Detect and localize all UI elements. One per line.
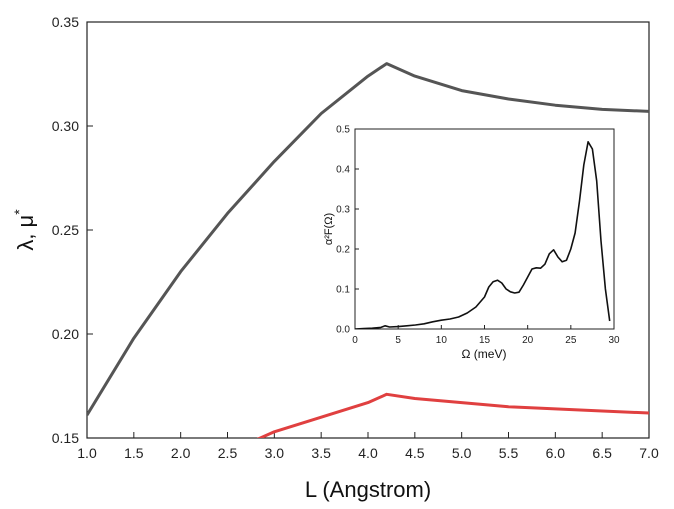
main-series-line-0 bbox=[87, 62, 649, 416]
main-x-axis-label: L (Angstrom) bbox=[305, 477, 431, 502]
main-series bbox=[87, 62, 649, 438]
main-x-tick-label: 5.0 bbox=[452, 445, 472, 461]
main-x-tick-label: 6.0 bbox=[546, 445, 566, 461]
main-y-axis-label-text: λ, μ bbox=[13, 215, 38, 251]
inset-y-tick-label: 0.5 bbox=[336, 125, 350, 136]
inset-series bbox=[355, 141, 611, 329]
inset-x-tick-label: 25 bbox=[565, 335, 577, 346]
main-y-ticks: 0.15 0.20 0.25 0.30 0.35 bbox=[52, 14, 93, 446]
main-x-tick-label: 4.5 bbox=[405, 445, 425, 461]
main-y-tick-label: 0.30 bbox=[52, 118, 79, 134]
main-x-tick-label: 2.0 bbox=[171, 445, 191, 461]
inset-plot: 0 5 10 15 20 25 30 0.00.10.20.30.40.5 Ω (meV) … bbox=[323, 125, 620, 362]
main-y-tick-label: 0.20 bbox=[52, 326, 79, 342]
main-x-tick-label: 1.5 bbox=[124, 445, 144, 461]
main-y-tick-label: 0.25 bbox=[52, 222, 79, 238]
main-x-tick-label: 6.5 bbox=[592, 445, 612, 461]
main-x-tick-label: 4.0 bbox=[358, 445, 378, 461]
inset-x-tick-label: 20 bbox=[522, 335, 534, 346]
main-x-tick-label: 5.5 bbox=[499, 445, 519, 461]
inset-y-tick-label: 0.2 bbox=[336, 245, 350, 256]
inset-y-tick-label: 0.3 bbox=[336, 205, 350, 216]
main-x-ticks: 1.0 1.5 2.0 2.5 3.0 3.5 4.0 4.5 5.0 5.5 6.0 6.5 7.0 bbox=[77, 432, 659, 461]
main-y-axis-label: λ, μ* bbox=[11, 209, 38, 251]
inset-series-line-0 bbox=[355, 141, 611, 329]
inset-y-ticks: 0.0 0.1 0.2 0.3 0.4 0.5 bbox=[336, 125, 359, 336]
inset-x-tick-label: 5 bbox=[395, 335, 401, 346]
inset-x-tick-label: 0 bbox=[352, 335, 358, 346]
inset-x-ticks: 0 5 10 15 20 25 30 bbox=[352, 325, 620, 346]
main-series-line-1 bbox=[256, 392, 649, 438]
inset-x-axis-label: Ω (meV) bbox=[462, 347, 507, 361]
inset-y-tick-label: 0.1 bbox=[336, 285, 350, 296]
main-x-tick-label: 7.0 bbox=[639, 445, 659, 461]
main-x-tick-label: 3.5 bbox=[311, 445, 331, 461]
main-x-tick-label: 3.0 bbox=[265, 445, 285, 461]
inset-y-tick-label: 0.4 bbox=[336, 165, 350, 176]
main-x-tick-label: 1.0 bbox=[77, 445, 97, 461]
inset-x-tick-label: 15 bbox=[479, 335, 491, 346]
main-y-tick-label: 0.35 bbox=[52, 14, 79, 30]
inset-x-tick-label: 30 bbox=[608, 335, 620, 346]
main-y-axis-label-superscript: * bbox=[11, 209, 27, 215]
inset-y-axis-label: α²F(Ω) bbox=[323, 213, 335, 245]
inset-x-tick-label: 10 bbox=[436, 335, 448, 346]
main-x-tick-label: 2.5 bbox=[218, 445, 238, 461]
main-plot: 1.0 1.5 2.0 2.5 3.0 3.5 4.0 4.5 5.0 5.5 6.0 6.5 7.0 … bbox=[11, 14, 659, 502]
main-y-tick-label: 0.15 bbox=[52, 430, 79, 446]
inset-y-tick-label: 0.0 bbox=[336, 325, 350, 336]
